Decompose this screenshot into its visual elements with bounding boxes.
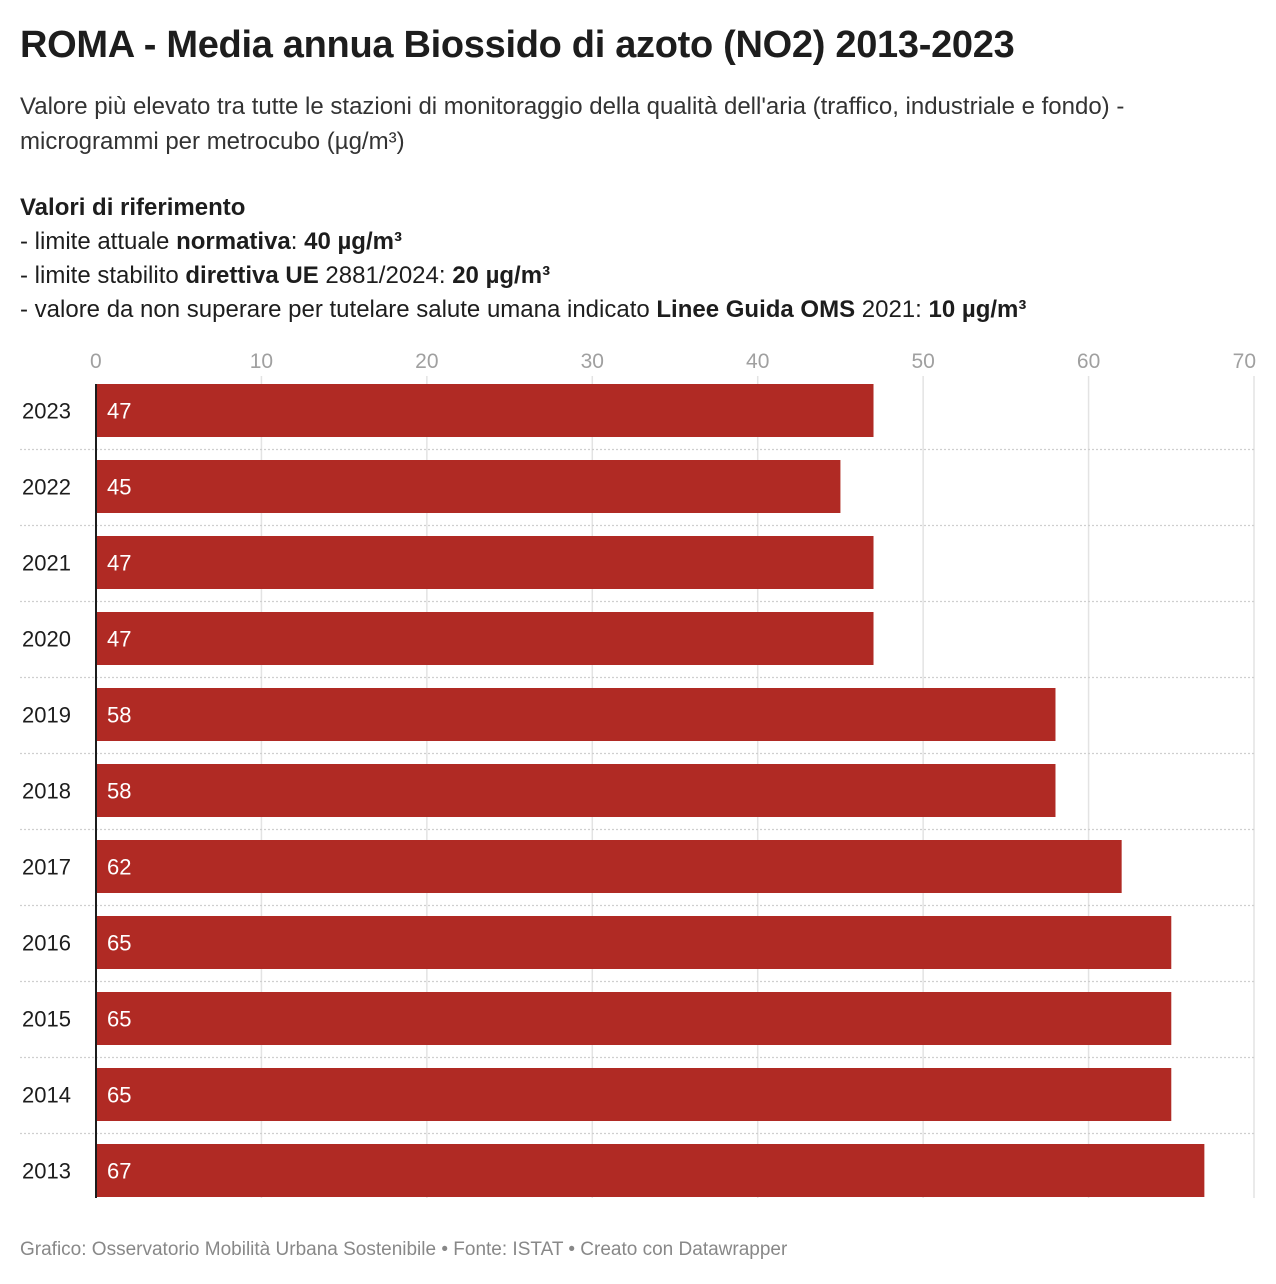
- reference-values: Valori di riferimento - limite attuale n…: [20, 191, 1256, 327]
- data-label-2015: 65: [107, 1007, 131, 1032]
- data-label-2022: 45: [107, 475, 131, 500]
- chart-footer: Grafico: Osservatorio Mobilità Urbana So…: [20, 1239, 788, 1260]
- bar-2013: [96, 1144, 1205, 1197]
- category-label-2014: 2014: [22, 1083, 71, 1108]
- x-tick-label-10: 10: [250, 350, 273, 373]
- x-tick-label-60: 60: [1077, 350, 1100, 373]
- category-label-2020: 2020: [22, 627, 71, 652]
- bar-2015: [96, 992, 1172, 1045]
- category-label-2016: 2016: [22, 931, 71, 956]
- reference-heading: Valori di riferimento: [20, 194, 246, 221]
- x-tick-label-20: 20: [415, 350, 438, 373]
- chart-subtitle: Valore più elevato tra tutte le stazioni…: [20, 93, 1125, 155]
- data-label-2014: 65: [107, 1083, 131, 1108]
- bar-2018: [96, 764, 1056, 817]
- x-tick-label-70: 70: [1233, 350, 1256, 373]
- x-tick-label-40: 40: [746, 350, 769, 373]
- x-tick-label-30: 30: [581, 350, 604, 373]
- category-label-2017: 2017: [22, 855, 71, 880]
- reference-line-normativa: - limite attuale normativa: 40 µg/m³: [20, 228, 402, 255]
- category-label-2019: 2019: [22, 703, 71, 728]
- data-label-2021: 47: [107, 551, 131, 576]
- data-label-2017: 62: [107, 855, 131, 880]
- chart-title: ROMA - Media annua Biossido di azoto (NO…: [20, 24, 1015, 66]
- data-label-2018: 58: [107, 779, 131, 804]
- category-label-2023: 2023: [22, 399, 71, 424]
- bar-2021: [96, 536, 874, 589]
- category-label-2015: 2015: [22, 1007, 71, 1032]
- data-label-2013: 67: [107, 1159, 131, 1184]
- bar-2019: [96, 688, 1056, 741]
- category-label-2013: 2013: [22, 1159, 71, 1184]
- reference-line-direttiva-ue: - limite stabilito direttiva UE 2881/202…: [20, 262, 551, 289]
- bar-chart: 0 10 20 30 40 50 60 70 2023 47 2022 45 2021 47 2020 47 2…: [20, 350, 1256, 1198]
- data-label-2016: 65: [107, 931, 131, 956]
- data-label-2023: 47: [107, 399, 131, 424]
- data-label-2019: 58: [107, 703, 131, 728]
- x-tick-label-50: 50: [911, 350, 934, 373]
- x-tick-label-0: 0: [90, 350, 102, 373]
- bar-2014: [96, 1068, 1172, 1121]
- reference-line-oms: - valore da non superare per tutelare sa…: [20, 296, 1027, 323]
- category-label-2022: 2022: [22, 475, 71, 500]
- category-label-2018: 2018: [22, 779, 71, 804]
- bar-2020: [96, 612, 874, 665]
- data-label-2020: 47: [107, 627, 131, 652]
- bar-2022: [96, 460, 841, 513]
- bar-2023: [96, 384, 874, 437]
- bar-2016: [96, 916, 1172, 969]
- bar-2017: [96, 840, 1122, 893]
- category-label-2021: 2021: [22, 551, 71, 576]
